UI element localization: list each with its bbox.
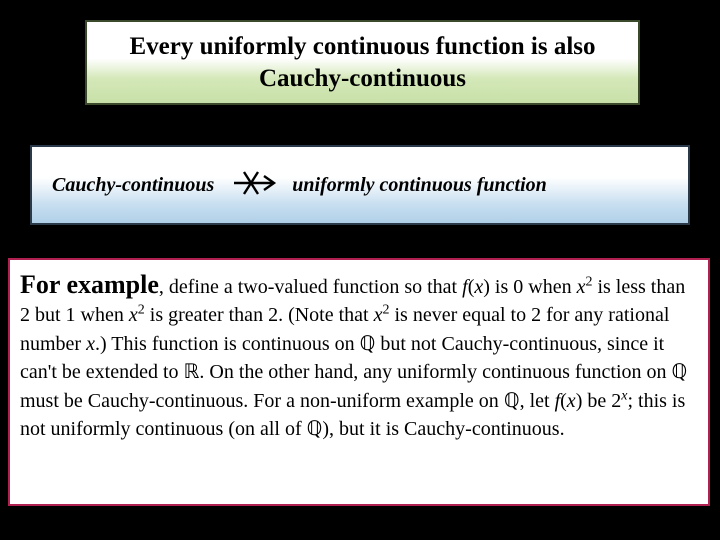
example-box: For example, define a two-valued functio… — [8, 258, 710, 506]
converse-box: Cauchy-continuous uniformly continuous f… — [30, 145, 690, 225]
converse-right: uniformly continuous function — [292, 174, 547, 197]
theorem-text: Every uniformly continuous function is a… — [107, 31, 618, 94]
example-body: , define a two-valued function so that f… — [20, 276, 687, 440]
example-text: For example, define a two-valued functio… — [20, 268, 698, 443]
example-lead: For example — [20, 270, 159, 299]
not-implies-icon — [232, 169, 278, 202]
converse-left: Cauchy-continuous — [52, 174, 214, 197]
theorem-box: Every uniformly continuous function is a… — [85, 20, 640, 105]
